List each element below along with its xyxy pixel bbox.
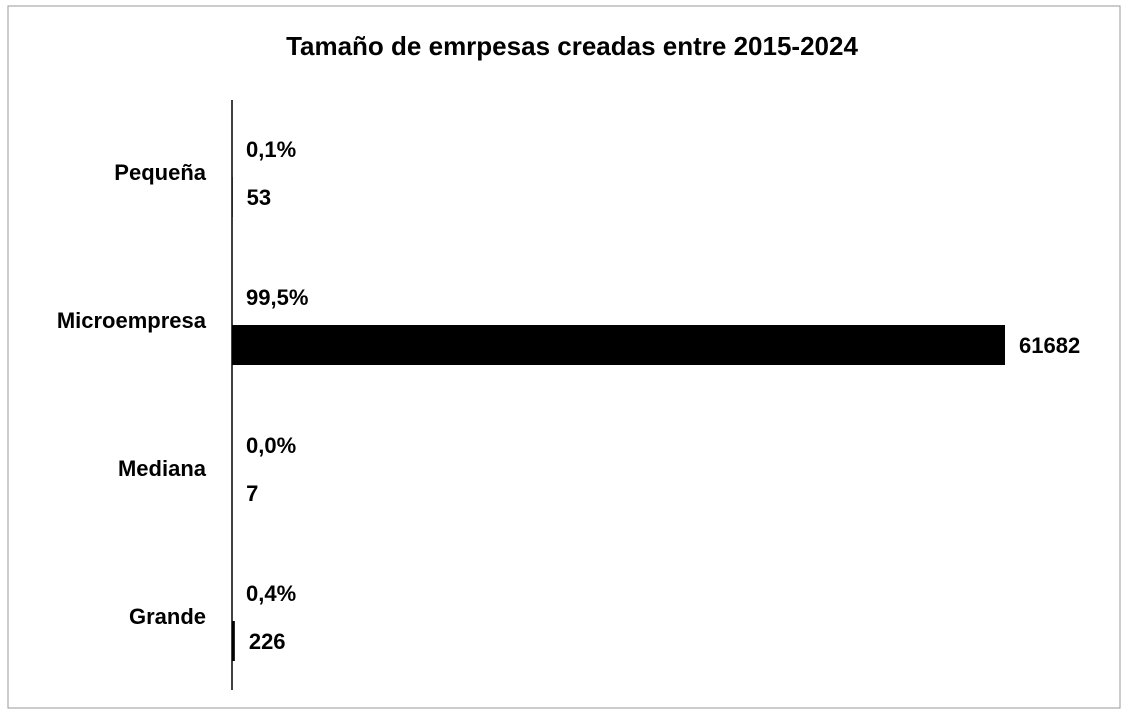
share-label: 0,4% [246,581,296,606]
category-label: Grande [129,604,206,629]
bar [232,325,1005,365]
value-label: 61682 [1019,333,1080,358]
bar [232,177,233,217]
value-label: 7 [246,481,258,506]
value-label: 53 [247,185,271,210]
category-label: Mediana [118,456,207,481]
bar [232,621,235,661]
chart-title: Tamaño de emrpesas creadas entre 2015-20… [286,31,858,61]
share-label: 99,5% [246,285,308,310]
value-label: 226 [249,629,286,654]
category-label: Pequeña [114,160,206,185]
category-label: Microempresa [57,308,207,333]
share-label: 0,1% [246,137,296,162]
share-label: 0,0% [246,433,296,458]
frame [7,5,1121,709]
